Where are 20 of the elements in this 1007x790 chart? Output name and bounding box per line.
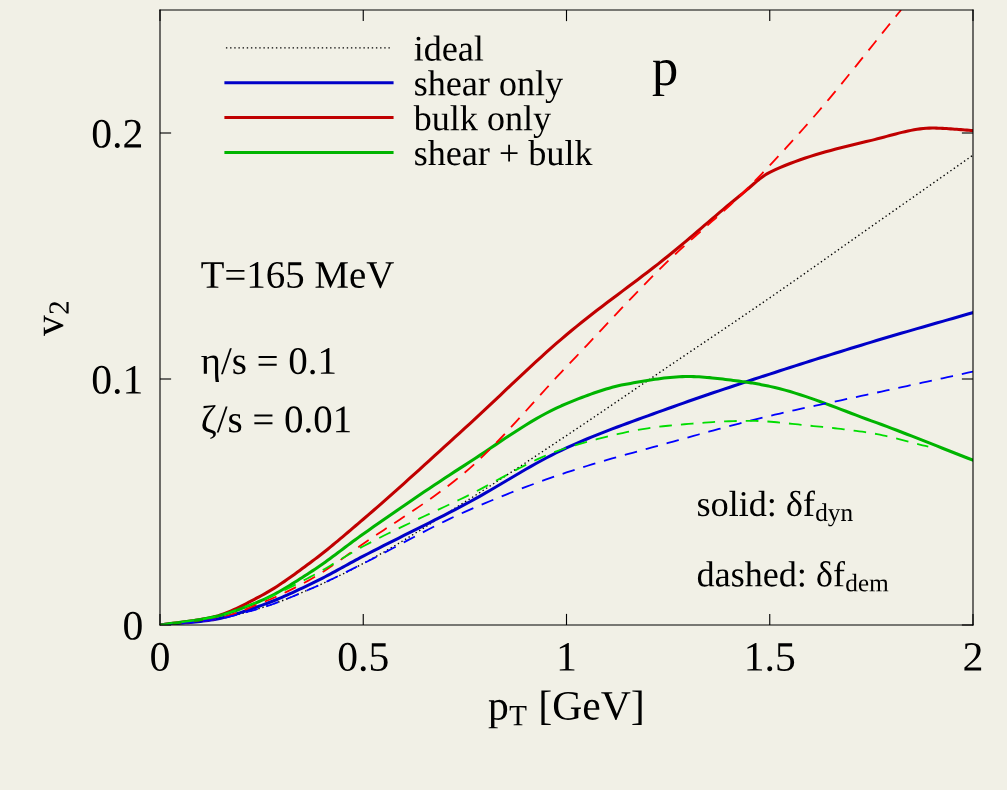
x-tick-label: 1.5 bbox=[747, 643, 795, 672]
annotation: η/s = 0.1 bbox=[201, 347, 335, 383]
annotation: solid: δf$_{dyn}$ bbox=[698, 490, 853, 527]
legend-label: shear + bulk bbox=[415, 140, 593, 166]
legend-label: bulk only bbox=[413, 105, 551, 138]
x-tick-label: 0.5 bbox=[338, 642, 388, 672]
legend-label: ideal bbox=[414, 35, 484, 61]
y-tick-label: 0.2 bbox=[92, 119, 142, 149]
annotation: dashed: δf$_{dem}$ bbox=[697, 560, 889, 592]
x-axis-title: p$_{T}$ [GeV] bbox=[488, 690, 642, 729]
legend-label: shear only bbox=[415, 70, 563, 104]
annotation: T=165 MeV bbox=[201, 261, 394, 289]
annotation: ζ/s = 0.01 bbox=[202, 404, 350, 440]
y-tick-label: 0 bbox=[124, 611, 142, 640]
y-tick-label: 0.1 bbox=[92, 365, 141, 395]
x-tick-label: 0 bbox=[151, 642, 169, 671]
x-tick-label: 2 bbox=[964, 642, 982, 671]
annotation: p bbox=[652, 59, 677, 97]
x-tick-label: 1 bbox=[559, 643, 575, 671]
y-axis-title: v$_{2}$ bbox=[43, 301, 69, 337]
